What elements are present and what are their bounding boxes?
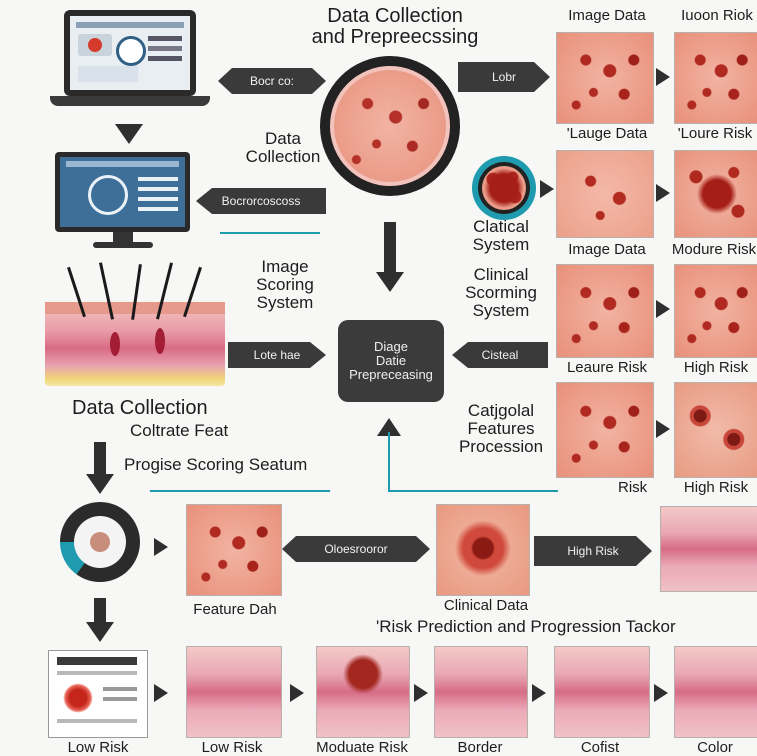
bottom-tile-1 (186, 646, 282, 738)
label-clatical-system: Clatical System (472, 217, 530, 254)
label-high-risk-2: High Risk (683, 479, 749, 496)
arrow-down-shaft (384, 222, 396, 272)
label-modure-risk: Modure Risk (671, 241, 757, 258)
connector-line (388, 432, 390, 492)
label-large-data: 'Lauge Data (566, 125, 648, 142)
arrow-right-icon (656, 300, 670, 318)
main-title: Data Collection and Prepreecssing (311, 5, 479, 48)
label-catgolal-features: Catjgolal Features Procession (458, 401, 544, 456)
label-loure-risk: 'Loure Risk (677, 125, 753, 142)
arrow-down-icon (115, 124, 143, 144)
arrow-down-icon (86, 474, 114, 494)
label-data-collection-left: Data Collection (72, 397, 208, 419)
image-tile-3 (556, 150, 654, 238)
label-clinical-scoring: Clinical Scorming System (465, 265, 537, 320)
label-bottom-border: Border (457, 739, 503, 756)
label-data-collection: Data Collection (245, 129, 321, 166)
label-clinical-data: Clinical Data (443, 597, 529, 614)
label-image-data-top: Image Data (568, 7, 646, 24)
process-pill-2: Lobr (458, 62, 550, 92)
skin-cross-section-image (45, 262, 225, 386)
process-pill-1: Bocr co: (218, 68, 326, 94)
arrow-down-icon (376, 272, 404, 292)
process-pill-5: Cisteal (452, 342, 548, 368)
feature-data-tile (186, 504, 282, 596)
laptop-icon (50, 10, 210, 110)
connector-line (220, 232, 320, 234)
arrow-right-icon (154, 684, 168, 702)
label-feature-data: Feature Dah (193, 601, 277, 618)
clinical-data-tile (436, 504, 530, 596)
image-tile-6 (674, 264, 757, 358)
bottom-tile-4 (554, 646, 650, 738)
process-pill-4: Lote hae (228, 342, 326, 368)
process-pill-7: High Risk (534, 536, 652, 566)
label-high-risk-1: High Risk (683, 359, 749, 376)
skin-layer-tile (660, 506, 757, 592)
arrow-down-icon (86, 622, 114, 642)
image-tile-7 (556, 382, 654, 478)
label-progise-scoring: Progise Scoring Seatum (124, 455, 308, 474)
label-bottom-low-risk-1: Low Risk (67, 739, 129, 756)
bottom-tile-2 (316, 646, 410, 738)
label-coltrate-feat: Coltrate Feat (130, 421, 229, 440)
arrow-right-icon (540, 180, 554, 198)
arrow-right-icon (656, 420, 670, 438)
arrow-right-icon (656, 68, 670, 86)
image-tile-8 (674, 382, 757, 478)
arrow-up-icon (377, 418, 401, 436)
image-tile-4 (674, 150, 757, 238)
label-bottom-cofist: Cofist (580, 739, 620, 756)
process-pill-3: Bocrorcoscoss (196, 188, 326, 214)
label-risk-small: Risk (618, 479, 648, 496)
dermoscopy-circle (320, 56, 460, 196)
process-cycle-icon (60, 502, 140, 582)
image-tile-2 (674, 32, 757, 124)
arrow-right-icon (290, 684, 304, 702)
preprocessing-box: Diage Datie Prepreceasing (338, 320, 444, 402)
label-bottom-moderate: Moduate Risk (316, 739, 408, 756)
bottom-tile-3 (434, 646, 528, 738)
label-leasure-risk: Leaure Risk (566, 359, 648, 376)
arrow-right-icon (654, 684, 668, 702)
label-image-data-mid: Image Data (568, 241, 646, 258)
report-card-icon (48, 650, 148, 738)
label-bottom-low-risk-2: Low Risk (201, 739, 263, 756)
risk-prediction-heading: 'Risk Prediction and Progression Tackor (376, 617, 676, 636)
image-tile-1 (556, 32, 654, 124)
lesion-circle (472, 156, 536, 220)
process-pill-6: Oloesrooror (282, 536, 430, 562)
bottom-tile-5 (674, 646, 757, 738)
arrow-down-shaft (94, 598, 106, 624)
arrow-right-icon (532, 684, 546, 702)
connector-line (388, 490, 558, 492)
monitor-icon (55, 152, 190, 252)
label-image-scoring: Image Scoring System (256, 257, 314, 312)
image-tile-5 (556, 264, 654, 358)
arrow-right-icon (414, 684, 428, 702)
connector-line (150, 490, 330, 492)
label-bottom-color: Color (697, 739, 733, 756)
arrow-down-shaft (94, 442, 106, 476)
arrow-right-icon (656, 184, 670, 202)
arrow-right-icon (154, 538, 168, 556)
label-risk-top: Iuoon Riok (681, 7, 753, 24)
